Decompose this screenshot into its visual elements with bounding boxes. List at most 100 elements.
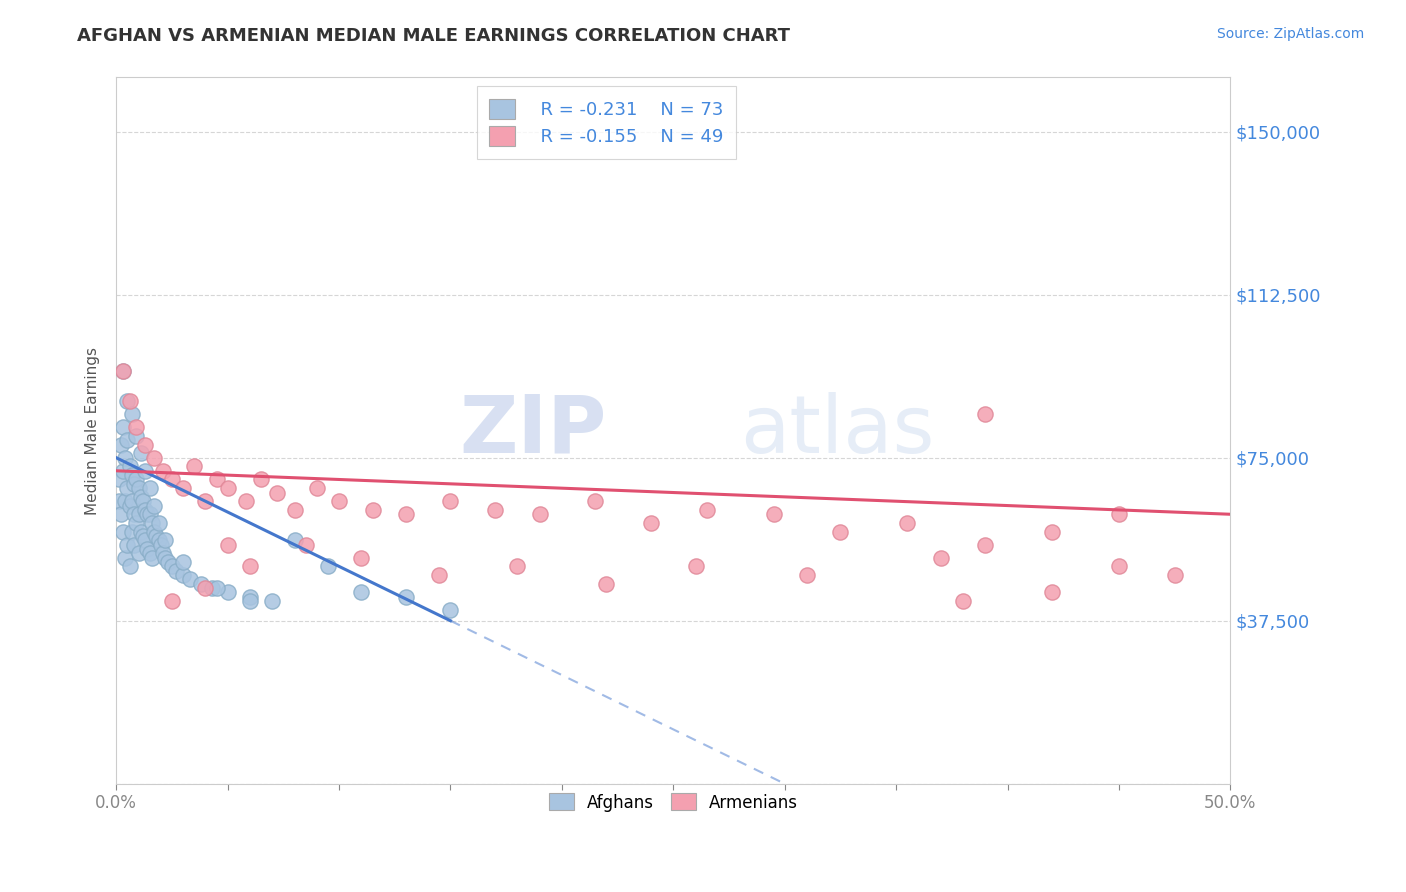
- Point: [239, 559, 262, 574]
- Point: [529, 508, 551, 522]
- Point: [235, 494, 257, 508]
- Point: [350, 585, 373, 599]
- Point: [125, 429, 148, 443]
- Point: [122, 538, 145, 552]
- Point: [143, 450, 166, 465]
- Point: [134, 533, 156, 548]
- Point: [194, 581, 217, 595]
- Point: [929, 550, 952, 565]
- Point: [974, 538, 997, 552]
- Point: [239, 594, 262, 608]
- Point: [595, 576, 617, 591]
- Point: [1108, 508, 1130, 522]
- Point: [118, 394, 141, 409]
- Point: [830, 524, 852, 539]
- Point: [145, 529, 167, 543]
- Point: [148, 533, 170, 548]
- Point: [350, 550, 373, 565]
- Point: [136, 542, 159, 557]
- Point: [122, 508, 145, 522]
- Point: [111, 364, 134, 378]
- Point: [283, 503, 305, 517]
- Point: [439, 603, 461, 617]
- Point: [152, 464, 174, 478]
- Point: [262, 594, 284, 608]
- Point: [172, 568, 194, 582]
- Point: [125, 516, 148, 530]
- Point: [141, 516, 163, 530]
- Point: [118, 459, 141, 474]
- Point: [121, 524, 143, 539]
- Point: [121, 407, 143, 421]
- Point: [111, 364, 134, 378]
- Point: [183, 459, 205, 474]
- Point: [118, 559, 141, 574]
- Point: [117, 394, 139, 409]
- Point: [506, 559, 529, 574]
- Point: [201, 581, 224, 595]
- Point: [129, 490, 152, 504]
- Point: [110, 508, 132, 522]
- Point: [114, 450, 136, 465]
- Point: [129, 446, 152, 460]
- Point: [361, 503, 384, 517]
- Point: [266, 485, 288, 500]
- Point: [952, 594, 974, 608]
- Point: [128, 508, 150, 522]
- Point: [136, 508, 159, 522]
- Point: [239, 590, 262, 604]
- Point: [172, 481, 194, 495]
- Point: [205, 473, 228, 487]
- Point: [134, 464, 156, 478]
- Point: [179, 573, 201, 587]
- Point: [117, 538, 139, 552]
- Point: [110, 438, 132, 452]
- Point: [156, 555, 179, 569]
- Legend: Afghans, Armenians: Afghans, Armenians: [536, 780, 811, 825]
- Point: [217, 585, 239, 599]
- Point: [1163, 568, 1185, 582]
- Point: [172, 555, 194, 569]
- Point: [128, 481, 150, 495]
- Point: [132, 529, 155, 543]
- Point: [152, 546, 174, 560]
- Point: [316, 559, 339, 574]
- Point: [194, 494, 217, 508]
- Point: [111, 464, 134, 478]
- Point: [583, 494, 606, 508]
- Point: [117, 434, 139, 448]
- Point: [1040, 585, 1063, 599]
- Point: [117, 481, 139, 495]
- Point: [122, 476, 145, 491]
- Point: [138, 481, 160, 495]
- Point: [484, 503, 506, 517]
- Point: [427, 568, 450, 582]
- Point: [148, 516, 170, 530]
- Point: [138, 508, 160, 522]
- Point: [143, 524, 166, 539]
- Point: [762, 508, 785, 522]
- Point: [160, 594, 183, 608]
- Point: [143, 499, 166, 513]
- Point: [125, 420, 148, 434]
- Point: [114, 550, 136, 565]
- Point: [283, 533, 305, 548]
- Point: [134, 438, 156, 452]
- Point: [107, 494, 129, 508]
- Text: Source: ZipAtlas.com: Source: ZipAtlas.com: [1216, 27, 1364, 41]
- Point: [155, 550, 177, 565]
- Point: [107, 473, 129, 487]
- Point: [128, 546, 150, 560]
- Point: [160, 559, 183, 574]
- Point: [111, 524, 134, 539]
- Point: [640, 516, 662, 530]
- Point: [138, 546, 160, 560]
- Point: [395, 508, 418, 522]
- Point: [217, 481, 239, 495]
- Point: [685, 559, 707, 574]
- Point: [165, 564, 187, 578]
- Text: AFGHAN VS ARMENIAN MEDIAN MALE EARNINGS CORRELATION CHART: AFGHAN VS ARMENIAN MEDIAN MALE EARNINGS …: [77, 27, 790, 45]
- Point: [395, 590, 418, 604]
- Point: [896, 516, 918, 530]
- Point: [439, 494, 461, 508]
